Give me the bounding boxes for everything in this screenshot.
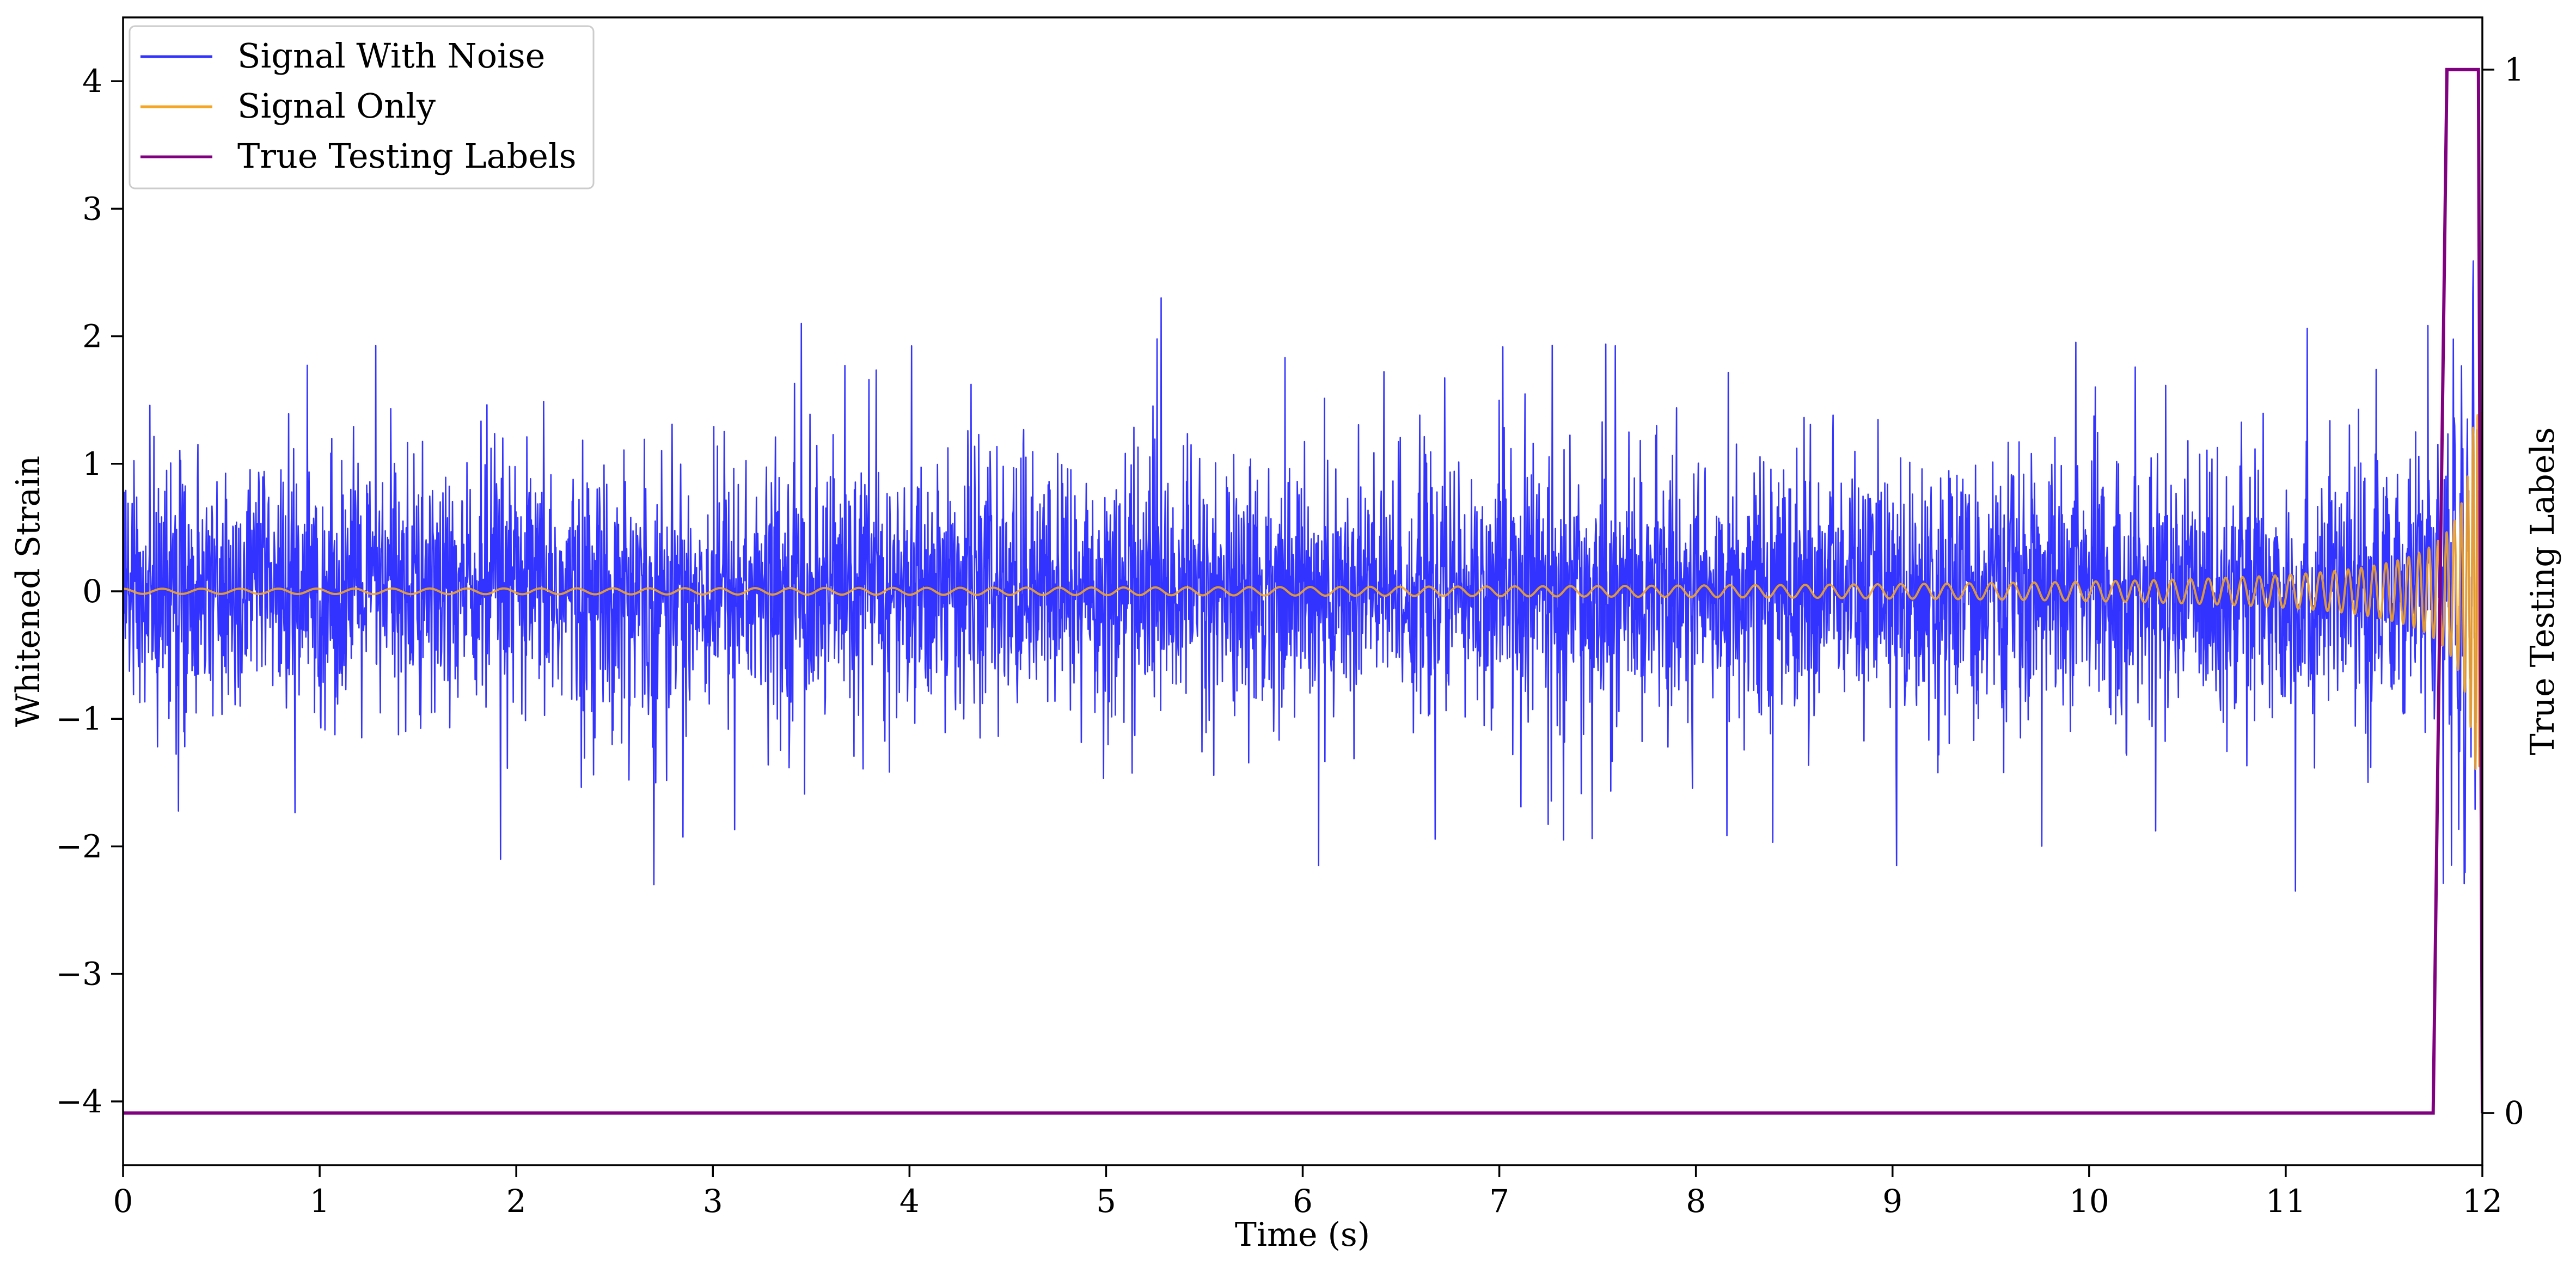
x-tick-label: 2 xyxy=(506,1183,527,1220)
x-tick-label: 3 xyxy=(703,1183,723,1220)
x-tick-label: 1 xyxy=(310,1183,330,1220)
y-tick-label: −3 xyxy=(56,956,103,993)
x-tick-label: 0 xyxy=(113,1183,133,1220)
y-tick-label: −4 xyxy=(56,1083,103,1120)
x-tick-label: 9 xyxy=(1882,1183,1902,1220)
legend-label-signal-with-noise: Signal With Noise xyxy=(237,36,545,76)
y-tick-label: 0 xyxy=(82,573,102,610)
y2-axis: 01 xyxy=(2482,51,2524,1131)
legend: Signal With Noise Signal Only True Testi… xyxy=(129,25,595,189)
x-tick-label: 4 xyxy=(900,1183,920,1220)
y2-axis-label: True Testing Labels xyxy=(2524,427,2562,756)
x-tick-label: 6 xyxy=(1293,1183,1313,1220)
y-axis: −4 −3 −2 −1 0 1 2 3 4 xyxy=(56,63,123,1120)
y-tick-label: 3 xyxy=(82,190,102,227)
y-tick-label: −1 xyxy=(56,700,103,737)
y2-tick-label: 1 xyxy=(2504,51,2524,88)
y-tick-label: −2 xyxy=(56,828,103,865)
x-tick-label: 11 xyxy=(2266,1183,2306,1220)
x-tick-label: 10 xyxy=(2069,1183,2109,1220)
x-axis-label: Time (s) xyxy=(1235,1216,1370,1254)
series-signal-only-line xyxy=(123,412,2482,770)
y-tick-label: 4 xyxy=(82,63,102,100)
series-true-testing-labels-line xyxy=(123,68,2482,1115)
plot-content xyxy=(123,62,2482,1115)
y-tick-label: 1 xyxy=(82,445,102,482)
x-tick-label: 5 xyxy=(1096,1183,1116,1220)
legend-label-true-testing-labels: True Testing Labels xyxy=(237,136,577,176)
y-axis-label: Whitened Strain xyxy=(9,456,47,727)
x-tick-label: 8 xyxy=(1686,1183,1706,1220)
x-tick-label: 7 xyxy=(1489,1183,1509,1220)
x-tick-label: 12 xyxy=(2462,1183,2502,1220)
x-axis: 0 1 2 3 4 5 6 7 8 9 10 11 12 xyxy=(113,1165,2502,1220)
legend-box xyxy=(129,25,595,189)
y2-tick-label: 0 xyxy=(2504,1094,2524,1131)
y-tick-label: 2 xyxy=(82,318,102,355)
legend-label-signal-only: Signal Only xyxy=(237,86,436,126)
